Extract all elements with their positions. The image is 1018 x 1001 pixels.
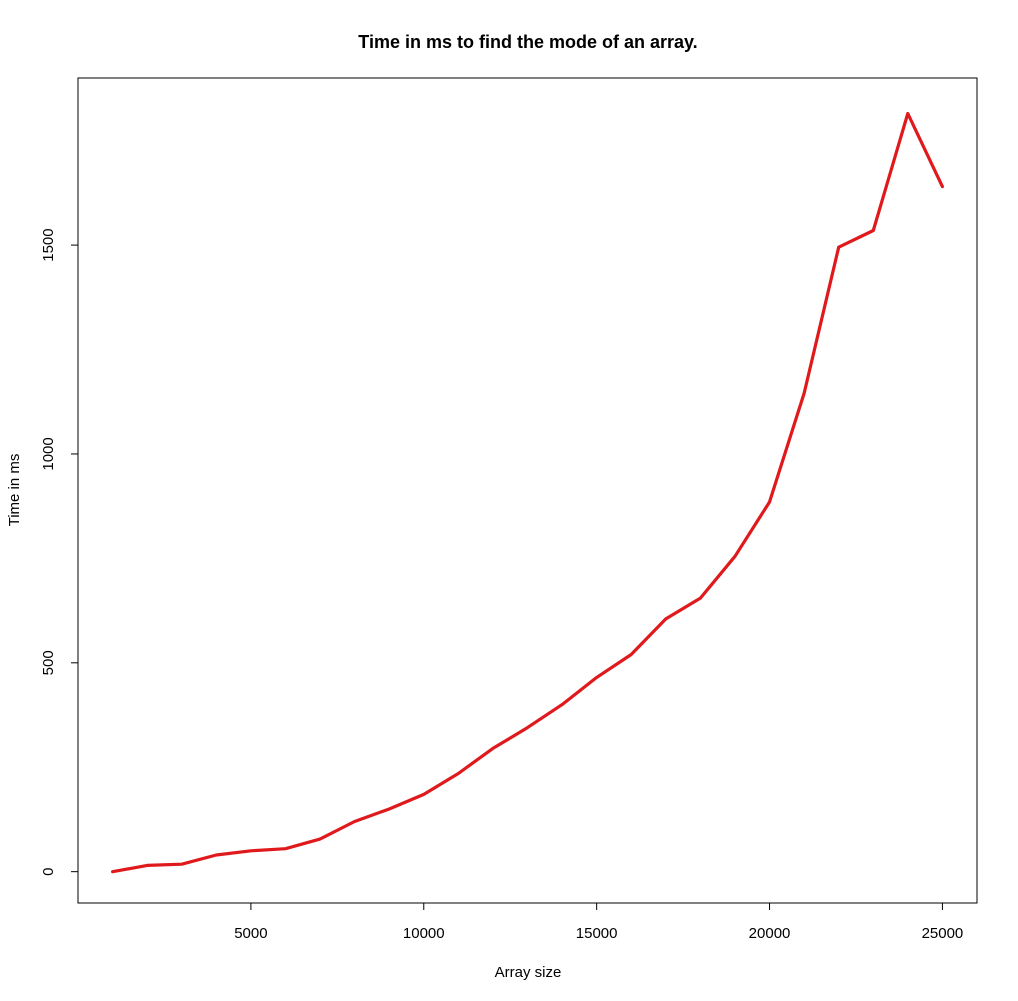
x-axis: 5000 10000 15000 20000 25000 xyxy=(234,902,964,942)
y-axis: 0 500 1000 1500 xyxy=(40,228,79,876)
y-tick-label: 1500 xyxy=(40,228,57,261)
y-axis-title: Time in ms xyxy=(6,454,23,527)
plot-frame xyxy=(77,77,978,904)
y-tick-label: 1000 xyxy=(40,437,57,470)
series-line xyxy=(110,111,945,874)
x-tick-label: 25000 xyxy=(922,925,964,942)
series-layer xyxy=(110,111,945,874)
y-tick-label: 500 xyxy=(40,650,57,675)
x-axis-title: Array size xyxy=(495,964,562,981)
y-tick-label: 0 xyxy=(40,867,57,875)
chart-title: Time in ms to find the mode of an array. xyxy=(358,32,697,52)
x-tick-label: 15000 xyxy=(576,925,618,942)
x-tick-label: 5000 xyxy=(234,925,267,942)
x-tick-label: 20000 xyxy=(749,925,791,942)
x-tick-label: 10000 xyxy=(403,925,445,942)
